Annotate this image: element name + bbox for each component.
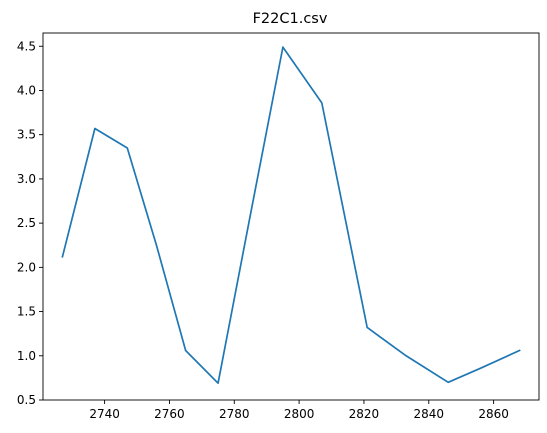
x-tick-label: 2860: [478, 407, 509, 421]
chart-title: F22C1.csv: [253, 11, 328, 27]
x-tick-label: 2760: [154, 407, 185, 421]
series-line-0: [62, 47, 519, 383]
x-tick-label: 2780: [219, 407, 250, 421]
x-tick-label: 2800: [284, 407, 315, 421]
x-tick-label: 2820: [349, 407, 380, 421]
x-axis: 2740 2760 2780 2800 2820 2840 2860: [89, 400, 509, 421]
y-tick-label: 1.5: [17, 305, 36, 319]
y-tick-label: 1.0: [17, 349, 36, 363]
axes-frame: [43, 33, 539, 400]
y-tick-label: 4.5: [17, 39, 36, 53]
y-axis: 0.5 1.0 1.5 2.0 2.5 3.0 3.5 4.0 4.5: [17, 39, 43, 407]
x-tick-label: 2840: [414, 407, 445, 421]
y-tick-label: 2.5: [17, 216, 36, 230]
x-tick-label: 2740: [89, 407, 120, 421]
y-tick-label: 4.0: [17, 83, 36, 97]
y-tick-label: 0.5: [17, 393, 36, 407]
plot-area: [62, 47, 519, 383]
y-tick-label: 3.0: [17, 172, 36, 186]
y-tick-label: 3.5: [17, 128, 36, 142]
y-tick-label: 2.0: [17, 260, 36, 274]
